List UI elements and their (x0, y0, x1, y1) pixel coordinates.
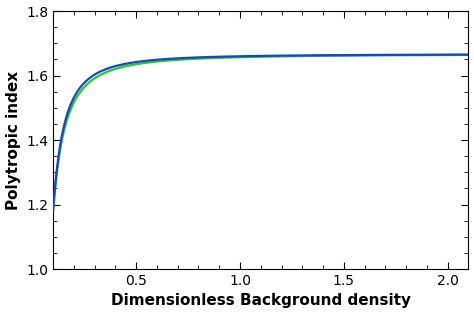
Y-axis label: Polytropic index: Polytropic index (6, 70, 20, 210)
X-axis label: Dimensionless Background density: Dimensionless Background density (111, 294, 411, 308)
